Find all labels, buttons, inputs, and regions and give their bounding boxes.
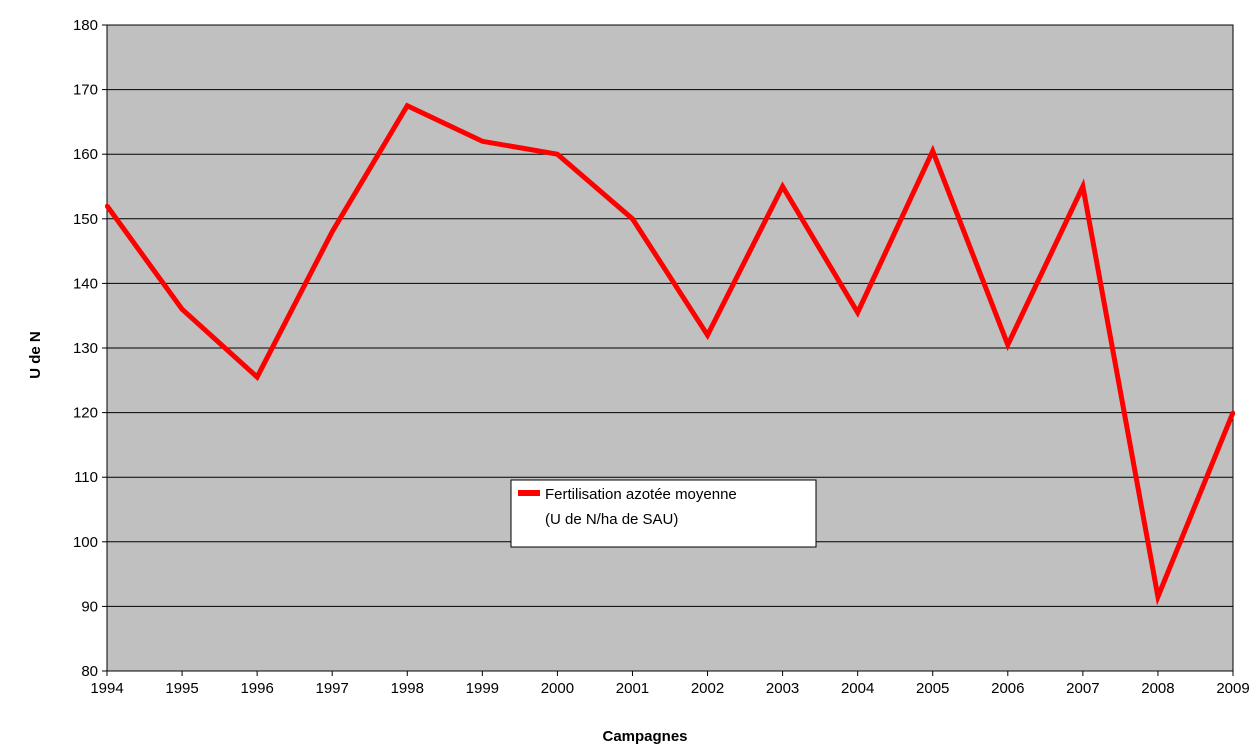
y-axis: 80 90 100 110 120 130 140 150 160 170 180 bbox=[73, 17, 108, 680]
data-point bbox=[1080, 184, 1085, 189]
y-tick-label: 130 bbox=[73, 340, 98, 357]
y-tick-label: 180 bbox=[73, 17, 98, 34]
y-axis-title: U de N bbox=[27, 331, 44, 379]
x-tick-label: 2008 bbox=[1141, 680, 1174, 697]
data-point bbox=[780, 184, 785, 189]
y-tick-label: 90 bbox=[81, 598, 98, 615]
gridlines bbox=[107, 24, 1233, 607]
data-point bbox=[1155, 594, 1160, 599]
x-axis-title: Campagnes bbox=[602, 728, 687, 745]
x-tick-label: 2003 bbox=[766, 680, 799, 697]
data-point bbox=[1231, 410, 1235, 415]
legend: Fertilisation azotée moyenne (U de N/ha … bbox=[510, 479, 817, 548]
x-tick-label: 1996 bbox=[240, 680, 273, 697]
y-tick-label: 140 bbox=[73, 275, 98, 292]
data-point bbox=[1005, 342, 1010, 347]
x-tick-label: 2006 bbox=[991, 680, 1024, 697]
x-tick-label: 1998 bbox=[391, 680, 424, 697]
series-line bbox=[104, 102, 1236, 606]
x-tick-label: 1994 bbox=[90, 680, 123, 697]
x-tick-label: 1995 bbox=[165, 680, 198, 697]
data-point bbox=[405, 103, 410, 108]
y-tick-label: 170 bbox=[73, 82, 98, 99]
x-tick-label: 2002 bbox=[691, 680, 724, 697]
y-tick-label: 80 bbox=[81, 663, 98, 680]
x-tick-label: 2007 bbox=[1066, 680, 1099, 697]
y-tick-label: 150 bbox=[73, 211, 98, 228]
data-point bbox=[705, 333, 710, 338]
y-tick-label: 110 bbox=[74, 469, 98, 486]
x-tick-label: 2009 bbox=[1216, 680, 1249, 697]
legend-box bbox=[510, 479, 817, 548]
data-point bbox=[630, 216, 635, 221]
data-point bbox=[930, 148, 935, 153]
data-point bbox=[855, 310, 860, 315]
x-tick-label: 2004 bbox=[841, 680, 874, 697]
x-tick-label: 1999 bbox=[466, 680, 499, 697]
legend-label-line-1: Fertilisation azotée moyenne bbox=[545, 486, 737, 503]
y-tick-label: 100 bbox=[73, 534, 98, 551]
x-tick-label: 1997 bbox=[316, 680, 349, 697]
data-point bbox=[180, 307, 185, 312]
legend-label-line-2: (U de N/ha de SAU) bbox=[545, 511, 678, 528]
data-point bbox=[255, 375, 260, 380]
data-point bbox=[330, 229, 335, 234]
x-tick-label: 2001 bbox=[616, 680, 649, 697]
x-tick-label: 2000 bbox=[541, 680, 574, 697]
x-tick-label: 2005 bbox=[916, 680, 949, 697]
data-point bbox=[555, 152, 560, 157]
data-point bbox=[480, 139, 485, 144]
data-point bbox=[105, 203, 109, 208]
y-tick-label: 120 bbox=[73, 405, 98, 422]
x-axis: 1994 1995 1996 1997 1998 1999 2000 2001 2002 2003… bbox=[90, 670, 1250, 697]
y-tick-label: 160 bbox=[73, 146, 98, 163]
series-group bbox=[104, 102, 1236, 606]
